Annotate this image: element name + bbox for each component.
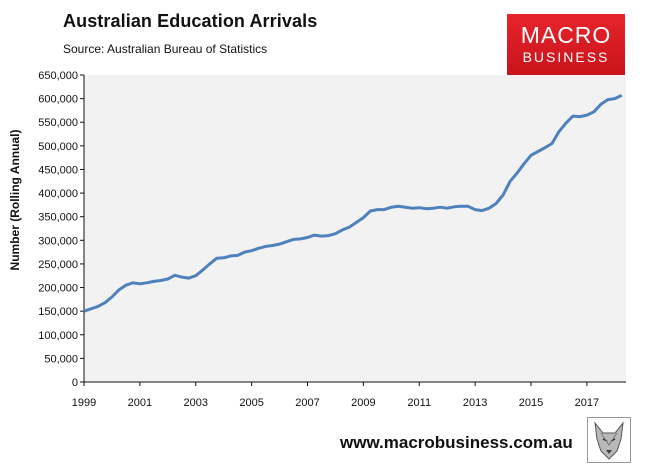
x-tick-label: 2001 <box>128 397 152 409</box>
y-axis: 0 50,000 100,000 150,000 200,000 250,000 300,0… <box>38 70 84 389</box>
y-tick-label: 150,000 <box>38 306 78 318</box>
y-tick-label: 500,000 <box>38 141 78 153</box>
y-tick-label: 400,000 <box>38 188 78 200</box>
chart-title: Australian Education Arrivals <box>63 11 318 31</box>
logo-line-business: BUSINESS <box>522 49 610 65</box>
x-tick-label: 2005 <box>239 397 263 409</box>
y-tick-label: 250,000 <box>38 259 78 271</box>
x-tick-label: 2011 <box>407 397 431 409</box>
y-tick-label: 600,000 <box>38 94 78 106</box>
x-axis: 1999 2001 2003 2005 2007 2009 2011 2013 2015 2017 <box>72 382 599 409</box>
y-tick-label: 100,000 <box>38 330 78 342</box>
y-tick-label: 550,000 <box>38 117 78 129</box>
x-tick-label: 2015 <box>519 397 543 409</box>
x-tick-label: 2013 <box>463 397 487 409</box>
y-tick-label: 0 <box>72 377 78 389</box>
wolf-icon <box>587 417 631 463</box>
plot-area <box>84 75 626 382</box>
macrobusiness-logo[interactable]: MACRO BUSINESS <box>507 14 625 75</box>
y-axis-label: Number (Rolling Annual) <box>8 130 22 271</box>
x-tick-label: 2017 <box>575 397 599 409</box>
x-tick-label: 2003 <box>184 397 208 409</box>
series-line-education-arrivals <box>83 93 623 313</box>
y-tick-label: 350,000 <box>38 212 78 224</box>
y-tick-label: 300,000 <box>38 235 78 247</box>
logo-line-macro: MACRO <box>520 22 612 48</box>
y-tick-label: 200,000 <box>38 283 78 295</box>
y-tick-label: 650,000 <box>38 70 78 82</box>
x-tick-label: 1999 <box>72 397 96 409</box>
website-url[interactable]: www.macrobusiness.com.au <box>340 433 573 452</box>
y-tick-label: 450,000 <box>38 164 78 176</box>
source-note: Source: Australian Bureau of Statistics <box>63 42 268 56</box>
x-tick-label: 2007 <box>295 397 319 409</box>
x-tick-label: 2009 <box>351 397 375 409</box>
y-tick-label: 50,000 <box>44 353 78 365</box>
